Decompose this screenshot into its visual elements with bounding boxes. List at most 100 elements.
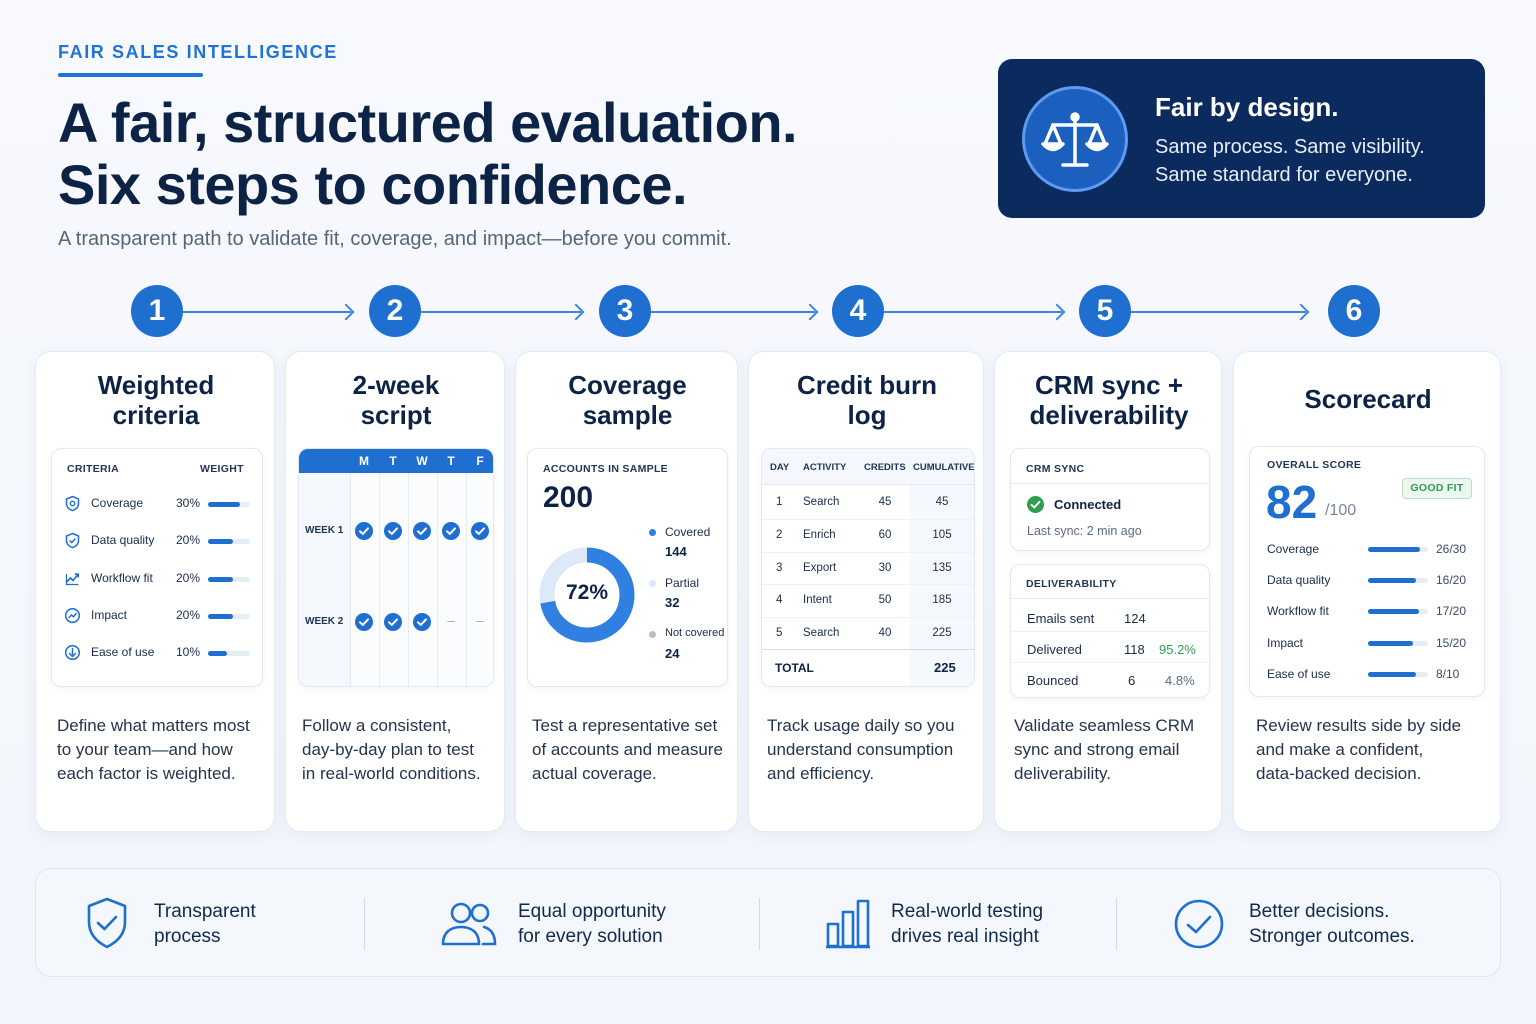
week-2-label: WEEK 2 [305,616,344,627]
delivered-label: Delivered [1027,642,1082,657]
panel-divider [1011,483,1211,484]
delivered-value: 118 [1124,642,1145,657]
day-header: F [476,454,484,468]
card-title: Scorecard [1304,384,1432,414]
score-bar-fill [1368,671,1416,677]
desc-line: Define what matters most [57,716,250,735]
row-divider [762,551,974,553]
step-connector [651,311,815,313]
card-title-line-2: sample [582,400,673,430]
check-icon [384,522,402,540]
row-divider [762,518,974,520]
card-title-line-1: CRM sync + [1034,370,1184,400]
weight-bar-track [208,613,250,619]
scales-icon [1022,86,1128,192]
criteria-label: Coverage [91,496,144,510]
criteria-row: Data quality 20% [52,530,264,554]
overall-score-value: 82 [1266,476,1318,528]
card-title: 2-week script [286,370,506,430]
good-fit-badge: GOOD FIT [1402,478,1472,499]
credit-cell: 30 [878,561,892,574]
credit-cell: 2 [776,528,783,541]
credit-cell: Search [803,496,840,508]
day-column-line [465,473,467,686]
criteria-row: Impact 20% [52,605,264,629]
score-value: 15/20 [1436,635,1467,650]
score-value: 16/20 [1436,573,1467,588]
credit-cell: 105 [932,528,952,541]
score-value: 8/10 [1436,666,1460,681]
step-number-6: 6 [1328,285,1380,337]
panel-divider [1011,598,1211,599]
calendar-body [351,473,493,686]
total-value: 225 [934,660,956,675]
desc-line: to your team—and how [57,740,233,759]
score-bar-track [1368,578,1428,584]
legend-dot-partial [649,580,656,587]
principle-line-2: for every solution [518,926,663,947]
total-label: TOTAL [775,661,814,675]
row-divider [762,584,974,586]
shield-icon [65,495,80,512]
weight-header: WEIGHT [200,463,244,475]
principle-line-2: process [154,926,221,947]
principle-line-1: Equal opportunity [518,901,666,922]
credit-cell: 4 [776,594,783,607]
check-circle-icon [1174,899,1224,949]
principle-line-2: drives real insight [891,926,1039,947]
arrow-right-icon [801,303,819,321]
arrow-right-icon [337,303,355,321]
day-header: T [389,454,397,468]
day-column-line [378,473,380,686]
overall-score-max: /100 [1325,502,1357,519]
weight-bar-fill [208,576,234,582]
connected-status: Connected [1054,497,1122,512]
desc-line: data-backed decision. [1256,764,1422,783]
users-icon [441,902,497,946]
card-weighted-criteria: Weighted criteria CRITERIA WEIGHT Covera… [35,351,275,832]
desc-line: deliverability. [1014,764,1112,783]
deliverability-panel: DELIVERABILITY Emails sent 124 Delivered… [1010,564,1211,698]
credit-column-header: CREDITS [864,462,906,473]
card-description: Validate seamless CRM sync and strong em… [1014,714,1194,786]
criteria-row: Workflow fit 20% [52,568,264,592]
legend-dot-covered [649,529,656,536]
check-icon [413,613,431,631]
emails-sent-value: 124 [1124,611,1146,626]
criteria-weight: 20% [176,607,201,622]
day-header: T [447,454,455,468]
criteria-weight: 20% [176,533,201,548]
weight-bar-fill [208,651,227,657]
criteria-header: CRITERIA [67,463,119,475]
card-description: Test a representative set of accounts an… [532,714,723,786]
credit-cell: 50 [878,594,892,607]
headline-line-1: A fair, structured evaluation. [58,91,798,154]
score-bar-track [1368,640,1428,646]
arrow-right-icon [567,303,585,321]
footer-divider [759,898,760,950]
principle-line-2: Stronger outcomes. [1249,926,1415,947]
principle-text: Real-world testing drives real insight [891,899,1043,949]
credit-cell: Search [803,627,840,640]
credit-cell: 45 [935,496,949,508]
card-two-week-script: 2-week script M T W T F WEEK 1 WEEK 2 – – Fol… [285,351,505,832]
bar-chart-icon [826,899,870,949]
desc-line: sync and strong email [1014,740,1180,759]
step-connector [884,311,1062,313]
credit-cell: Intent [803,594,832,607]
card-title-line-2: deliverability [1029,400,1189,430]
credit-cell: 1 [776,496,783,508]
criteria-table: CRITERIA WEIGHT Coverage 30% Data quality 2… [51,448,263,687]
desc-line: Follow a consistent, [302,716,452,735]
last-sync-time: Last sync: 2 min ago [1027,524,1142,538]
step-number-2: 2 [369,285,421,337]
score-label: Data quality [1267,573,1331,588]
credit-column-header: ACTIVITY [803,462,847,473]
credit-cell: Enrich [803,528,836,541]
score-bar-fill [1368,609,1419,615]
impact-icon [64,607,81,623]
arrow-right-icon [1048,303,1066,321]
card-coverage-sample: Coverage sample ACCOUNTS IN SAMPLE 200 7… [515,351,738,832]
credit-cell: 225 [932,627,952,640]
shield-check-icon [65,532,80,549]
